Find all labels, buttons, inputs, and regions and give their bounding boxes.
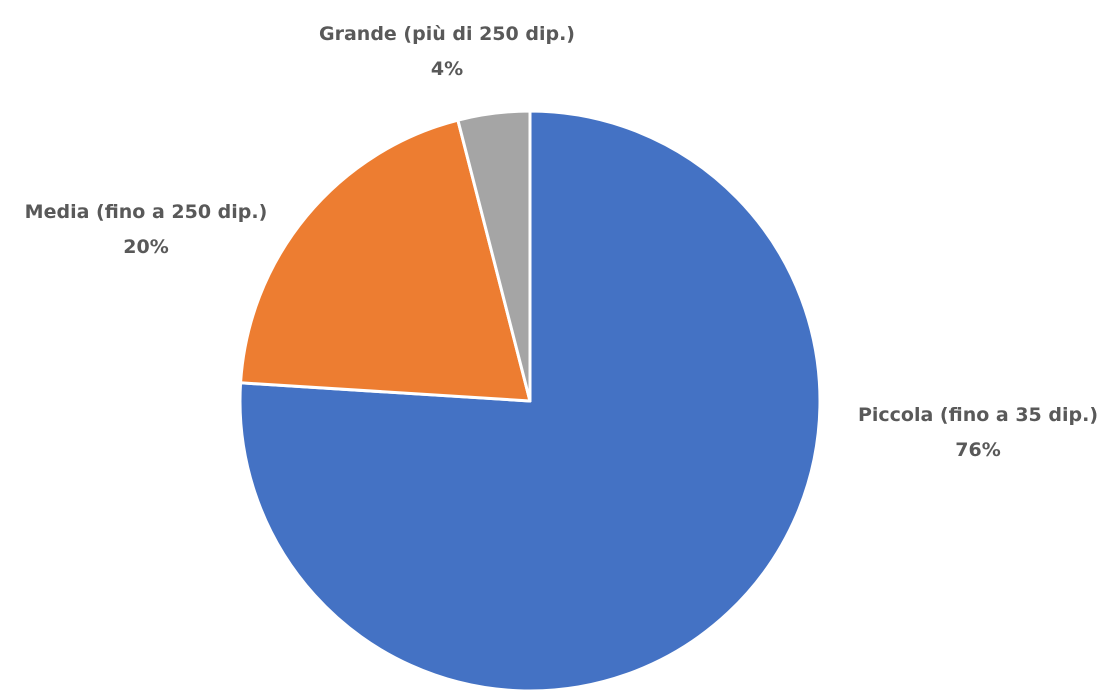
pie-slice-2 [239, 118, 532, 403]
slice-label-value-2: 20% [123, 236, 168, 258]
pie-slices [238, 109, 822, 693]
slice-label-value-1: 76% [955, 439, 1000, 461]
slice-label-name-2: Media (fino a 250 dip.) [25, 201, 268, 223]
slice-label-value-3: 4% [431, 58, 463, 80]
pie-slice-3 [456, 109, 532, 403]
pie-data-labels: Piccola (fino a 35 dip.) 76% Media (fino a… [25, 23, 1098, 461]
slice-label-name-1: Piccola (fino a 35 dip.) [858, 404, 1098, 426]
slice-label-name-3: Grande (più di 250 dip.) [319, 23, 575, 45]
